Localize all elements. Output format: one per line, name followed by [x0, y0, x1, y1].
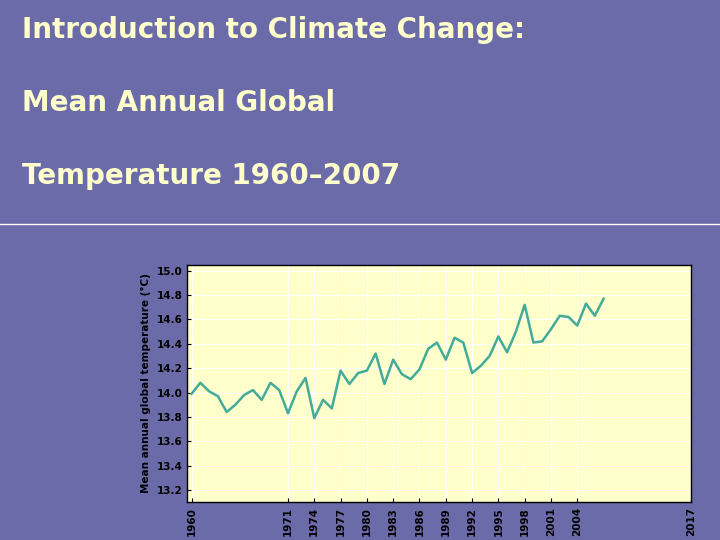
Text: Mean Annual Global: Mean Annual Global [22, 89, 335, 117]
Y-axis label: Mean annual global temperature (°C): Mean annual global temperature (°C) [140, 273, 150, 494]
Text: Temperature 1960–2007: Temperature 1960–2007 [22, 162, 400, 190]
Text: Introduction to Climate Change:: Introduction to Climate Change: [22, 16, 525, 44]
